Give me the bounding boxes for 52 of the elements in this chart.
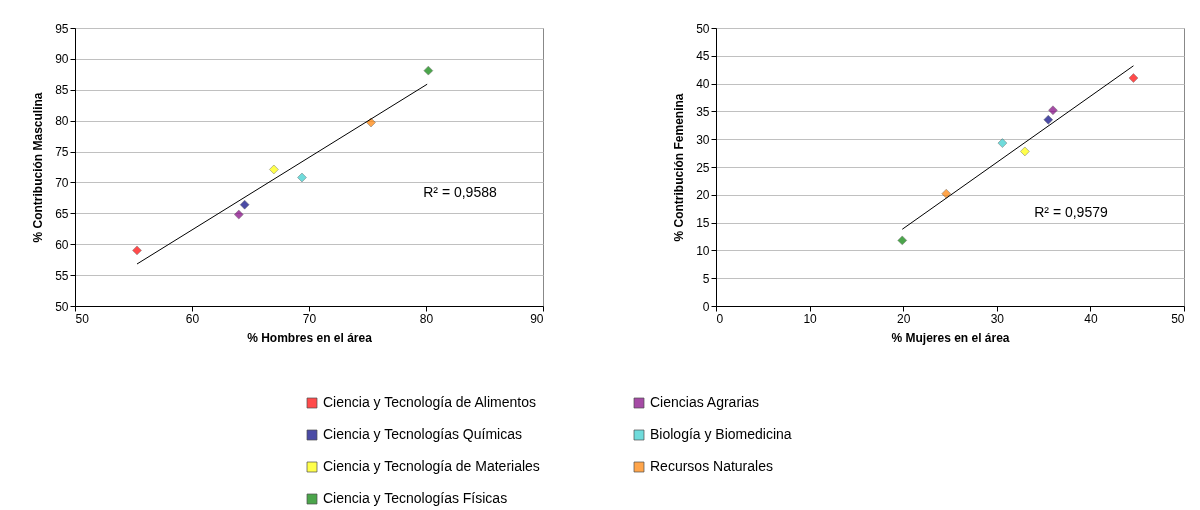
x-tick-label: 90 [530, 311, 544, 326]
point [997, 138, 1008, 148]
point [897, 235, 908, 246]
y-tick-label: 5 [702, 271, 710, 286]
y-tick-label: 10 [696, 243, 710, 258]
x-tick-label: 60 [185, 311, 200, 326]
legend-label: Ciencia y Tecnología de Materiales [323, 458, 540, 474]
y-tick-label: 90 [55, 52, 69, 67]
y-tick-label: 85 [55, 83, 69, 98]
y-tick-label: 30 [696, 132, 710, 147]
point [1128, 73, 1139, 83]
y-axis-title: % Contribución Femenina [672, 93, 687, 242]
x-tick-label: 30 [990, 311, 1005, 326]
legend-label: Recursos Naturales [650, 458, 773, 474]
y-tick-label: 45 [696, 49, 710, 64]
y-tick-label: 50 [696, 21, 710, 36]
y-tick-label: 15 [696, 216, 710, 231]
point [1043, 114, 1054, 125]
x-tick-label: 50 [75, 311, 90, 326]
y-tick-label: 65 [55, 206, 69, 221]
x-tick-label: 40 [1084, 311, 1098, 326]
y-tick-label: 35 [696, 104, 710, 119]
y-tick-label: 60 [55, 237, 69, 252]
x-axis-title: % Mujeres en el área [891, 330, 1010, 345]
y-tick-label: 20 [696, 188, 710, 203]
x-axis-title: % Hombres en el área [247, 330, 373, 345]
legend-label: Ciencias Agrarias [650, 394, 759, 410]
y-tick-label: 75 [55, 145, 69, 160]
x-tick-label: 0 [716, 311, 724, 326]
point [941, 188, 952, 199]
x-tick-label: 20 [897, 311, 911, 326]
annotation: R² = 0,9588 [423, 184, 497, 200]
x-tick-label: 70 [302, 311, 317, 326]
y-tick-label: 50 [55, 299, 69, 314]
x-tick-label: 80 [419, 311, 434, 326]
point [1020, 146, 1030, 157]
annotation: R² = 0,9579 [1034, 204, 1108, 220]
legend-label: Ciencia y Tecnologías Químicas [323, 426, 522, 442]
legend-label: Biología y Biomedicina [650, 426, 792, 442]
legend-label: Ciencia y Tecnología de Alimentos [323, 394, 536, 410]
y-tick-label: 55 [55, 268, 69, 283]
y-tick-label: 95 [55, 21, 69, 36]
x-tick-label: 10 [803, 311, 818, 326]
y-tick-label: 0 [702, 299, 710, 314]
x-tick-label: 50 [1171, 311, 1185, 326]
legend-label: Ciencia y Tecnologías Físicas [323, 490, 508, 506]
y-axis-title: % Contribución Masculina [31, 92, 46, 243]
point [1048, 105, 1058, 116]
y-tick-label: 40 [696, 77, 710, 92]
y-tick-label: 80 [55, 114, 69, 129]
y-tick-label: 25 [696, 160, 710, 175]
y-tick-label: 70 [55, 175, 69, 190]
